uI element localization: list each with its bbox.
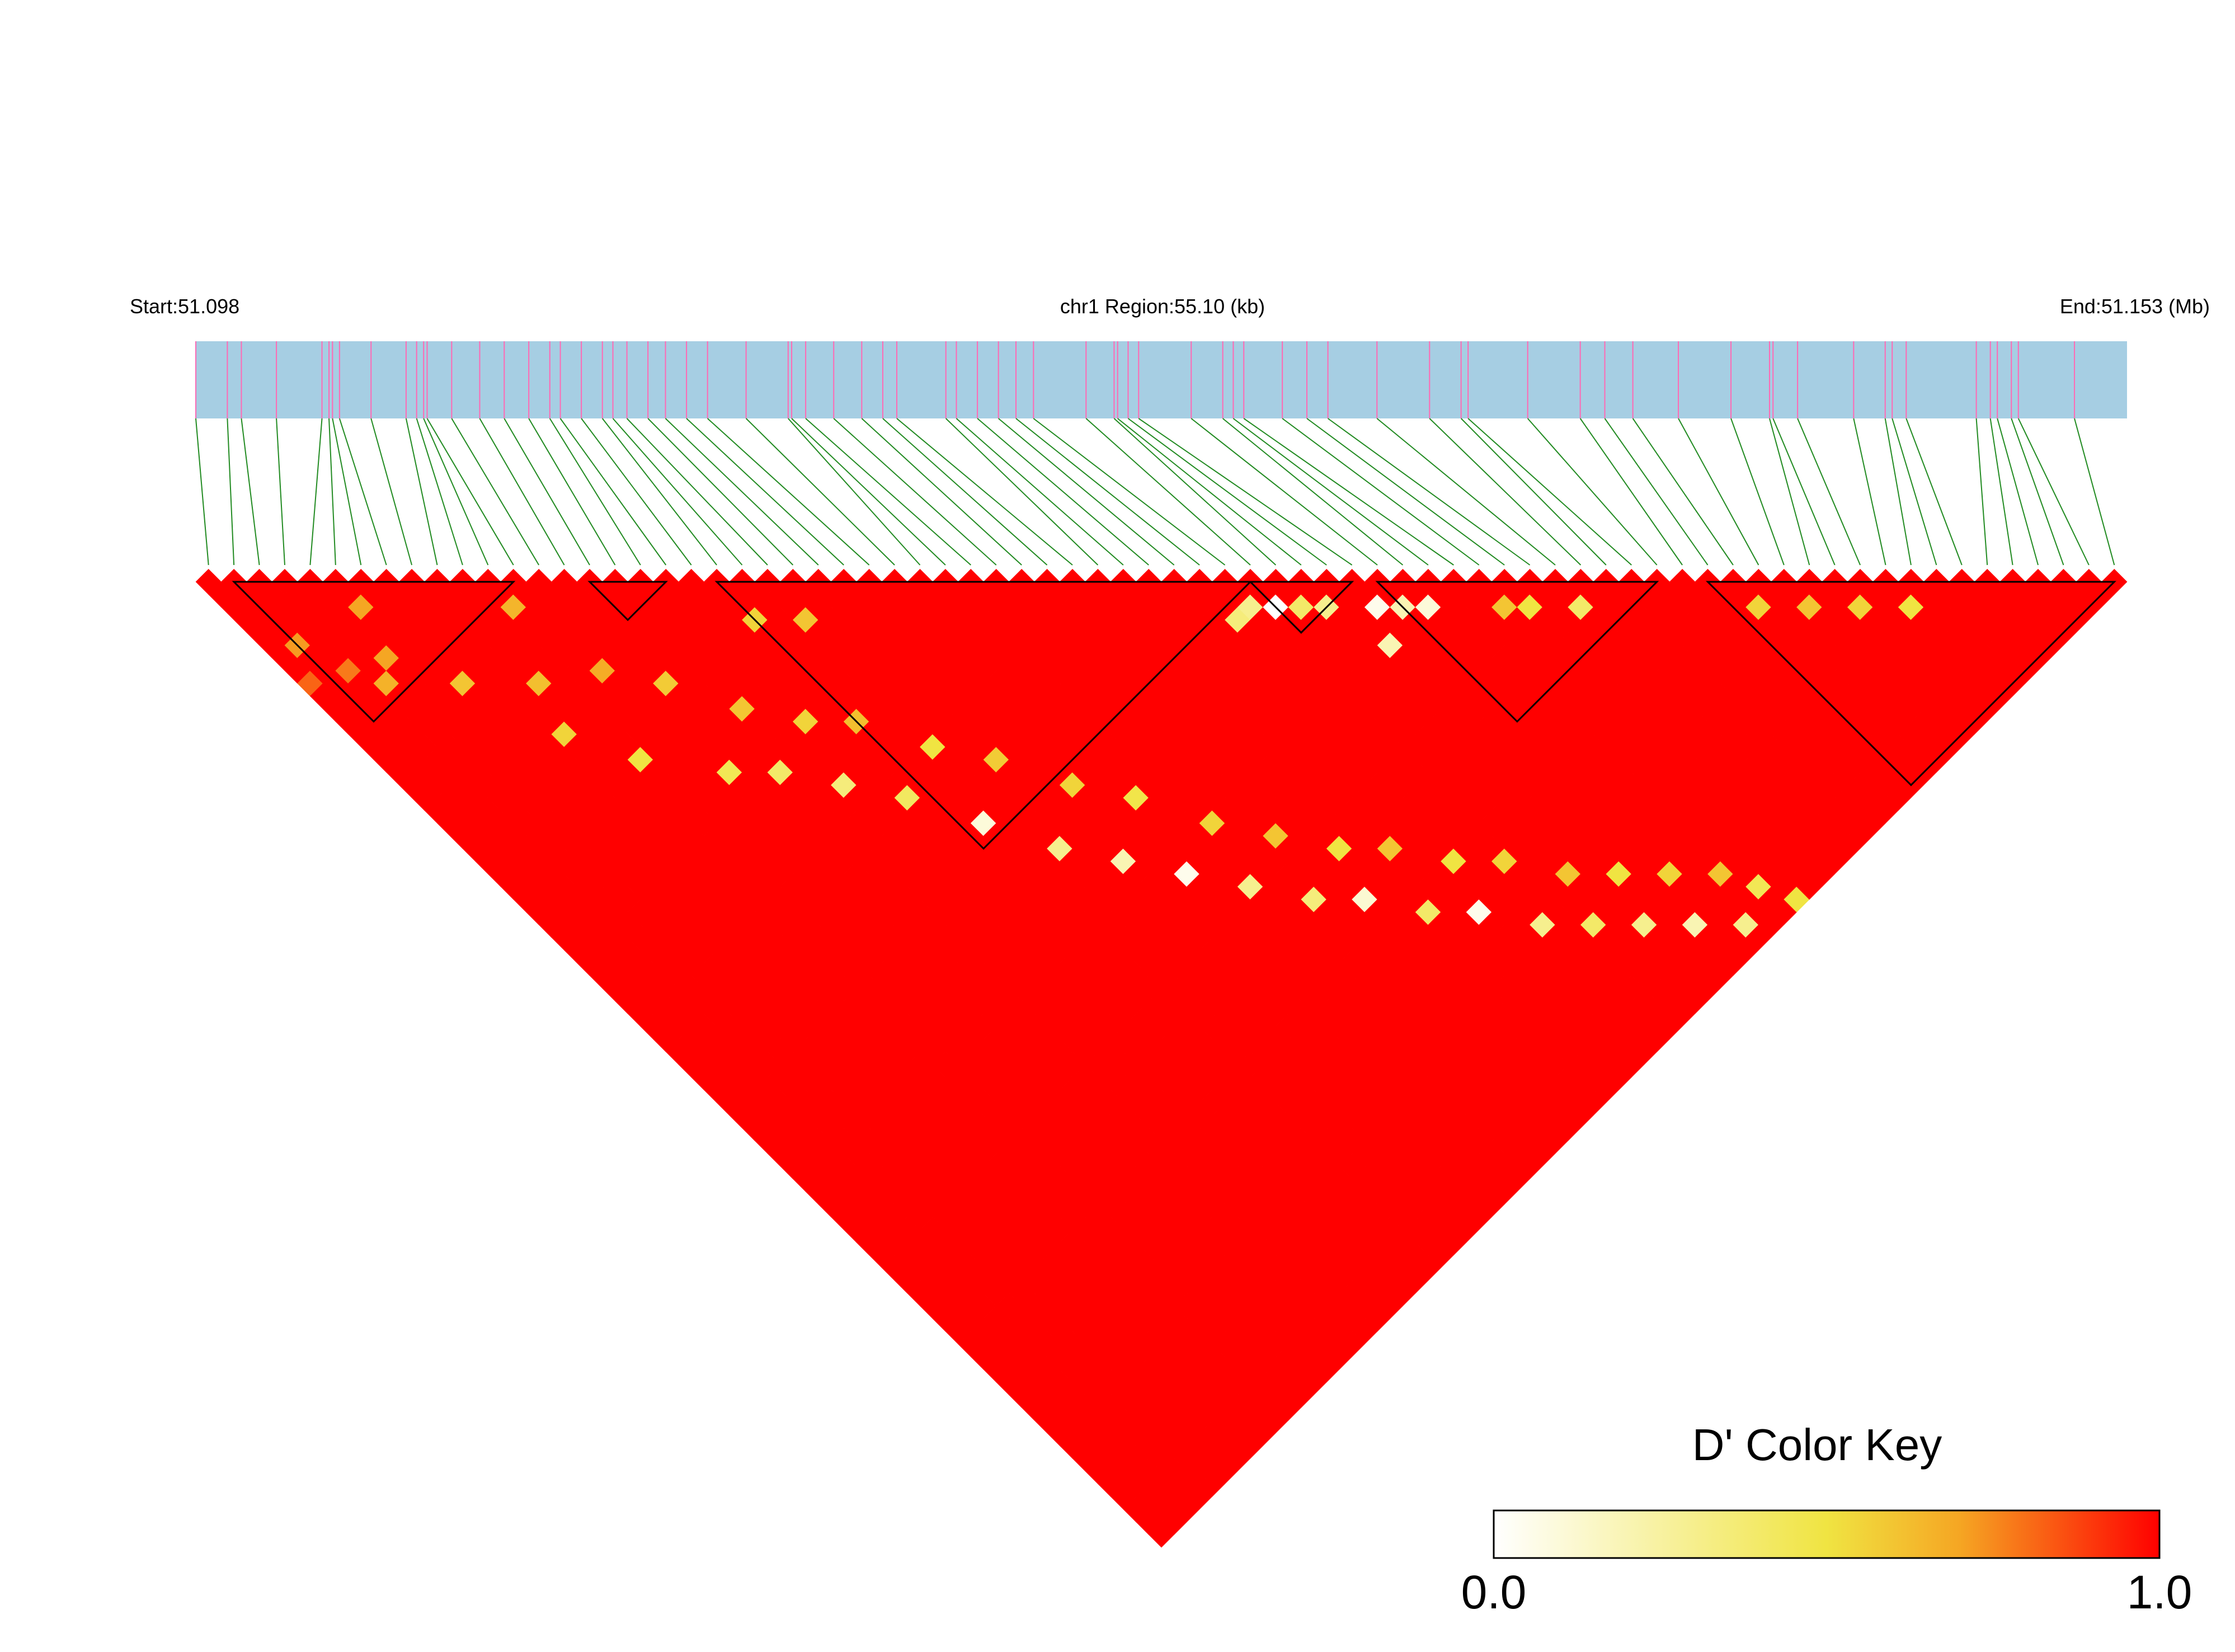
- snp-connector: [1527, 418, 1658, 566]
- snp-connector: [977, 418, 1149, 566]
- snp-connector: [1243, 418, 1454, 566]
- snp-connector: [2017, 418, 2090, 566]
- snp-connector: [1138, 418, 1353, 566]
- snp-connector: [1232, 418, 1429, 566]
- snp-connector: [1989, 418, 2013, 566]
- ld-block-outline: [1248, 581, 1354, 634]
- snp-connector: [833, 418, 997, 566]
- snp-connector: [861, 418, 1022, 566]
- snp-connector: [745, 418, 895, 566]
- dprime-heatmap: [195, 568, 2128, 1548]
- snp-connector: [896, 418, 1073, 566]
- snp-connector: [1772, 418, 1836, 566]
- snp-connector: [686, 418, 844, 566]
- snp-connector: [1604, 418, 1709, 566]
- snp-connector: [1117, 418, 1302, 566]
- snp-connector: [601, 418, 717, 566]
- snp-connector: [332, 418, 362, 566]
- end-label: End:51.153 (Mb): [2060, 295, 2210, 318]
- snp-connector: [1306, 418, 1505, 566]
- snp-connector: [1853, 418, 1886, 566]
- snp-connector: [998, 418, 1175, 566]
- snp-connector: [1769, 418, 1810, 566]
- snp-connector: [528, 418, 616, 566]
- snp-connector: [195, 418, 209, 566]
- color-key-title: D' Color Key: [1692, 1420, 1942, 1470]
- snp-connector: [1376, 418, 1556, 566]
- snp-connector: [227, 418, 235, 566]
- snp-connector: [945, 418, 1099, 566]
- snp-connector: [647, 418, 794, 566]
- snp-connector: [788, 418, 921, 566]
- color-key-max-label: 1.0: [2127, 1566, 2192, 1618]
- snp-connector: [1191, 418, 1378, 566]
- snp-connector: [504, 418, 590, 566]
- snp-connector: [1327, 418, 1531, 566]
- snp-connector: [1460, 418, 1607, 566]
- ld-block-outline: [587, 581, 668, 622]
- snp-connector: [1085, 418, 1251, 566]
- ld-block-outline: [1375, 581, 1659, 723]
- snp-connector: [1113, 418, 1277, 566]
- snp-connector: [309, 418, 323, 566]
- snp-connector: [626, 418, 768, 566]
- snp-connector: [1730, 418, 1785, 566]
- snp-connector: [1997, 418, 2039, 566]
- snp-connector: [1975, 418, 1988, 566]
- snp-connector: [479, 418, 565, 566]
- snp-connector: [1127, 418, 1327, 566]
- snp-connector: [451, 418, 540, 566]
- ld-block-outline: [714, 581, 1253, 850]
- snp-connector: [1797, 418, 1861, 566]
- snp-connector: [559, 418, 667, 566]
- snp-ticks-group: [195, 341, 2076, 418]
- snp-connector: [956, 418, 1124, 566]
- snp-connector: [581, 418, 692, 566]
- snp-connector: [791, 418, 946, 566]
- snp-connector: [405, 418, 438, 566]
- snp-connector: [416, 418, 463, 566]
- snp-connector: [241, 418, 260, 566]
- start-label: Start:51.098: [130, 295, 239, 318]
- snp-connector: [328, 418, 336, 566]
- snp-connector: [338, 418, 387, 566]
- snp-connector: [1429, 418, 1582, 566]
- snp-connector: [665, 418, 819, 566]
- snp-connector: [2011, 418, 2064, 566]
- snp-connector: [2074, 418, 2115, 566]
- snp-connector: [549, 418, 641, 566]
- snp-connector: [1467, 418, 1632, 566]
- snp-connector: [370, 418, 413, 566]
- snp-connector: [1678, 418, 1759, 566]
- snp-connector: [1891, 418, 1937, 566]
- snp-connector: [1222, 418, 1404, 566]
- snp-connector: [1033, 418, 1226, 566]
- snp-connector: [882, 418, 1048, 566]
- ld-block-outline: [232, 581, 516, 723]
- snp-connector: [1905, 418, 1963, 566]
- snp-connector: [426, 418, 514, 566]
- snp-connector: [1579, 418, 1683, 566]
- snp-connector: [1282, 418, 1480, 566]
- snp-connector: [1015, 418, 1200, 566]
- snp-connector: [1632, 418, 1734, 566]
- region-track: [196, 341, 2127, 418]
- snp-connector: [805, 418, 972, 566]
- snp-connector: [1884, 418, 1912, 566]
- snp-connector: [276, 418, 285, 566]
- region-label: chr1 Region:55.10 (kb): [1060, 295, 1265, 318]
- snp-connector: [612, 418, 743, 566]
- ld-blocks-group: [232, 581, 2116, 850]
- color-key-min-label: 0.0: [1461, 1566, 1527, 1618]
- snp-connector: [423, 418, 489, 566]
- ld-block-outline: [1705, 581, 2116, 787]
- snp-connector: [707, 418, 870, 566]
- color-key-bar: [1493, 1509, 2161, 1559]
- snp-connectors-group: [195, 418, 2115, 566]
